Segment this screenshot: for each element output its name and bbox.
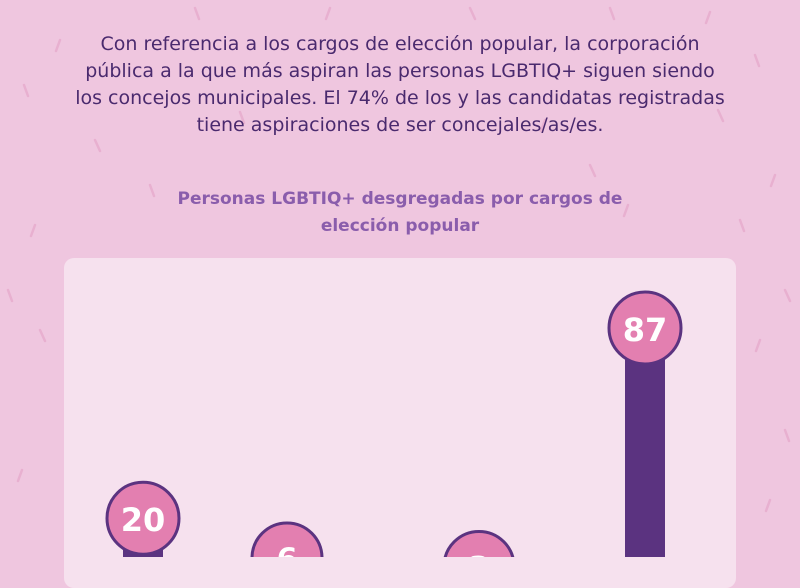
confetti-dash xyxy=(764,498,772,513)
chart-title: Personas LGBTIQ+ desgregadas por cargos … xyxy=(177,189,623,236)
confetti-dash xyxy=(588,163,597,178)
value-bubble xyxy=(105,480,181,556)
confetti-dash xyxy=(783,428,791,443)
bar xyxy=(625,328,665,557)
confetti-dash xyxy=(148,183,156,198)
data-label: 20 xyxy=(121,501,166,539)
confetti-dash xyxy=(754,338,762,353)
value-bubble xyxy=(443,529,515,557)
confetti-dash xyxy=(704,10,712,25)
confetti-dash xyxy=(193,6,201,21)
confetti-dash xyxy=(29,223,37,238)
confetti-dash xyxy=(324,6,332,21)
confetti-dash xyxy=(608,6,616,21)
confetti-dash xyxy=(716,108,725,123)
value-bubble xyxy=(250,521,324,557)
confetti-dash xyxy=(6,288,14,303)
data-label: 6 xyxy=(277,542,298,557)
confetti-dash xyxy=(16,468,24,483)
confetti-dash xyxy=(54,38,62,53)
data-label: 87 xyxy=(623,311,668,349)
confetti-dash xyxy=(622,203,630,218)
confetti-dash xyxy=(783,288,792,303)
confetti-dash xyxy=(738,218,746,233)
confetti-dash xyxy=(539,118,547,133)
bar-chart: 20 6 3 87 xyxy=(105,290,683,557)
intro-paragraph: Con referencia a los cargos de elección … xyxy=(75,33,725,136)
data-label: 3 xyxy=(469,551,490,557)
confetti-dash xyxy=(93,138,102,153)
value-bubble xyxy=(607,290,683,366)
confetti-dash xyxy=(753,53,761,68)
confetti-dash xyxy=(38,328,47,343)
confetti-dash xyxy=(769,173,777,188)
confetti-dash xyxy=(22,83,30,98)
confetti-dash xyxy=(468,6,477,21)
confetti-dash xyxy=(238,110,246,125)
